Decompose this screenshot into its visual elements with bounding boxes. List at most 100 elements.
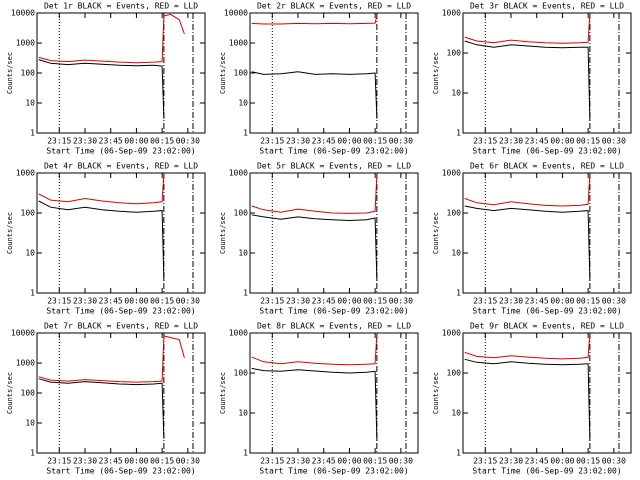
series-line [464,332,591,360]
x-tick-label: 00:15 [363,457,387,466]
x-axis-label: Start Time (06-Sep-09 23:02:00) [46,467,195,476]
x-tick-label: 23:45 [525,297,549,306]
chart-title: Det 3r BLACK = Events, RED = LLD [470,2,624,11]
plot-frame [462,332,632,454]
x-tick-label: 23:15 [473,137,497,146]
series-line [251,214,378,282]
series-line [464,12,591,44]
chart-title: Det 4r BLACK = Events, RED = LLD [44,162,198,171]
x-axis-label: Start Time (06-Sep-09 23:02:00) [472,307,621,316]
y-tick-label: 100 [21,209,36,218]
x-tick-label: 00:00 [337,457,361,466]
y-tick-label: 100 [234,69,249,78]
series-line [251,15,378,25]
y-tick-label: 10 [238,409,248,418]
y-axis-label: Counts/sec [219,372,227,414]
chart-title: Det 6r BLACK = Events, RED = LLD [470,162,624,171]
y-tick-label: 10 [25,99,35,108]
x-tick-label: 00:00 [550,137,574,146]
x-tick-label: 00:30 [602,137,626,146]
chart-title: Det 8r BLACK = Events, RED = LLD [257,322,411,331]
x-tick-label: 00:30 [176,297,200,306]
x-tick-label: 00:00 [124,297,148,306]
y-tick-label: 1000 [442,329,461,338]
x-tick-label: 23:45 [312,457,336,466]
x-tick-label: 00:15 [576,457,600,466]
x-tick-label: 23:15 [260,457,284,466]
plot-frame [249,172,419,294]
x-tick-label: 00:30 [389,297,413,306]
series-line [464,40,591,122]
x-tick-label: 00:15 [576,297,600,306]
series-line [251,172,378,214]
y-tick-label: 1 [456,289,461,298]
series-line [38,378,165,439]
x-tick-label: 23:30 [499,457,523,466]
series-line [38,13,185,64]
y-tick-label: 1000 [229,169,248,178]
x-tick-label: 00:00 [124,457,148,466]
y-axis-label: Counts/sec [219,212,227,254]
x-axis-label: Start Time (06-Sep-09 23:02:00) [472,467,621,476]
chart-title: Det 1r BLACK = Events, RED = LLD [44,2,198,11]
series-line [38,172,165,205]
x-tick-label: 23:45 [312,297,336,306]
plot-frame [462,12,632,134]
y-tick-label: 10 [451,89,461,98]
y-tick-label: 100 [21,69,36,78]
y-tick-label: 10 [451,409,461,418]
series-line [251,332,378,366]
x-tick-label: 23:15 [260,137,284,146]
panel: Det 9r BLACK = Events, RED = LLD Start Ti… [432,322,632,476]
plot-frame [462,172,632,294]
y-tick-label: 100 [21,389,36,398]
plot-frame [36,172,206,294]
y-tick-label: 1000 [16,169,35,178]
panel: Det 5r BLACK = Events, RED = LLD Start Ti… [219,162,419,316]
y-tick-label: 1000 [442,9,461,18]
y-tick-label: 1 [30,449,35,458]
x-tick-label: 23:45 [99,137,123,146]
y-tick-label: 100 [234,369,249,378]
series-line [251,367,378,442]
x-tick-label: 23:15 [47,457,71,466]
series-line [38,200,165,282]
y-axis-label: Counts/sec [6,52,14,94]
series-line [38,59,165,119]
x-tick-label: 00:15 [576,137,600,146]
x-tick-label: 23:45 [525,137,549,146]
x-tick-label: 23:15 [47,137,71,146]
x-tick-label: 00:00 [550,297,574,306]
chart-title: Det 5r BLACK = Events, RED = LLD [257,162,411,171]
x-tick-label: 00:15 [150,457,174,466]
series-line [464,358,591,442]
x-tick-label: 00:30 [176,137,200,146]
x-tick-label: 23:45 [99,457,123,466]
x-tick-label: 23:30 [286,137,310,146]
y-tick-label: 1000 [16,359,35,368]
x-tick-label: 00:30 [602,457,626,466]
y-axis-label: Counts/sec [219,52,227,94]
x-tick-label: 23:45 [312,137,336,146]
y-tick-label: 10 [238,249,248,258]
panel: Det 7r BLACK = Events, RED = LLD Start Ti… [6,322,206,476]
plot-frame [36,12,206,134]
y-axis-label: Counts/sec [6,212,14,254]
y-axis-label: Counts/sec [432,52,440,94]
x-tick-label: 23:30 [73,297,97,306]
y-tick-label: 10 [238,99,248,108]
x-tick-label: 23:15 [47,297,71,306]
x-tick-label: 00:00 [124,137,148,146]
panel: Det 2r BLACK = Events, RED = LLD Start Ti… [219,2,419,156]
x-tick-label: 23:45 [525,457,549,466]
chart-title: Det 7r BLACK = Events, RED = LLD [44,322,198,331]
series-line [38,335,185,383]
x-tick-label: 23:30 [499,137,523,146]
x-axis-label: Start Time (06-Sep-09 23:02:00) [46,147,195,156]
y-tick-label: 10 [25,419,35,428]
series-line [251,71,378,119]
x-tick-label: 00:30 [176,457,200,466]
chart-title: Det 9r BLACK = Events, RED = LLD [470,322,624,331]
y-tick-label: 10 [451,249,461,258]
x-tick-label: 00:00 [550,457,574,466]
